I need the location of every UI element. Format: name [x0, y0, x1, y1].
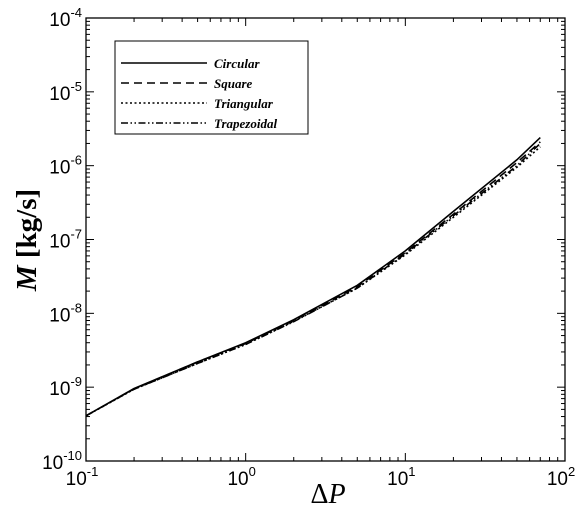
- tick-labels: 10-1 100 101 10210-1010-910-810-710-610-510…: [42, 5, 575, 490]
- y-tick-exponent: -6: [70, 153, 82, 168]
- x-tick-label: 10-1: [66, 464, 99, 490]
- y-tick-base: 10: [49, 305, 70, 326]
- x-tick-exponent: 0: [249, 464, 256, 479]
- y-axis-label: M [kg/s]: [11, 189, 43, 292]
- x-tick-exponent: 1: [408, 464, 415, 479]
- x-axis-label: ΔP: [310, 479, 345, 509]
- y-tick-exponent: -5: [70, 79, 82, 94]
- y-tick-exponent: -8: [70, 300, 82, 315]
- x-tick-base: 10: [547, 469, 568, 490]
- x-tick-exponent: -1: [87, 464, 99, 479]
- y-tick-base: 10: [49, 158, 70, 179]
- x-tick-base: 10: [227, 469, 248, 490]
- legend-label-triangular: Triangular: [214, 96, 274, 111]
- legend-box: [114, 40, 309, 135]
- y-tick-exponent: -9: [70, 374, 82, 389]
- y-tick-label: 10-10: [42, 448, 82, 474]
- y-tick-base: 10: [42, 453, 63, 474]
- y-tick-exponent: -4: [70, 5, 82, 20]
- ticks: [85, 17, 566, 462]
- series-line-triangular: [85, 146, 541, 417]
- plot-lines: [85, 137, 541, 417]
- legend-label-square: Square: [214, 76, 253, 91]
- legend-label-trapezoidal: Trapezoidal: [214, 116, 277, 131]
- x-tick-label: 102: [547, 464, 575, 490]
- x-tick-label: 101: [387, 464, 415, 490]
- legend-label-circular: Circular: [214, 56, 260, 71]
- y-tick-base: 10: [49, 232, 70, 253]
- y-tick-label: 10-5: [49, 79, 82, 105]
- x-axis-label-symbol: Δ: [310, 479, 328, 509]
- y-axis-label-var: M: [11, 264, 43, 292]
- x-tick-base: 10: [387, 469, 408, 490]
- series-line-square: [85, 141, 541, 417]
- y-tick-label: 10-8: [49, 300, 82, 326]
- y-tick-label: 10-7: [49, 227, 82, 253]
- legend: Circular Square Triangular Trapezoidal: [114, 40, 309, 135]
- y-tick-base: 10: [49, 379, 70, 400]
- y-tick-exponent: -7: [70, 227, 82, 242]
- x-tick-exponent: 2: [568, 464, 575, 479]
- y-tick-label: 10-6: [49, 153, 82, 179]
- y-tick-base: 10: [49, 84, 70, 105]
- y-axis-label-unit: [kg/s]: [11, 189, 43, 266]
- series-line-circular: [85, 137, 541, 417]
- y-tick-exponent: -10: [63, 448, 82, 463]
- y-tick-label: 10-9: [49, 374, 82, 400]
- x-tick-label: 100: [227, 464, 255, 490]
- y-tick-base: 10: [49, 10, 70, 31]
- x-tick-base: 10: [66, 469, 87, 490]
- y-tick-label: 10-4: [49, 5, 82, 31]
- series-line-trapezoidal: [85, 142, 541, 417]
- x-axis-label-var: P: [327, 479, 345, 509]
